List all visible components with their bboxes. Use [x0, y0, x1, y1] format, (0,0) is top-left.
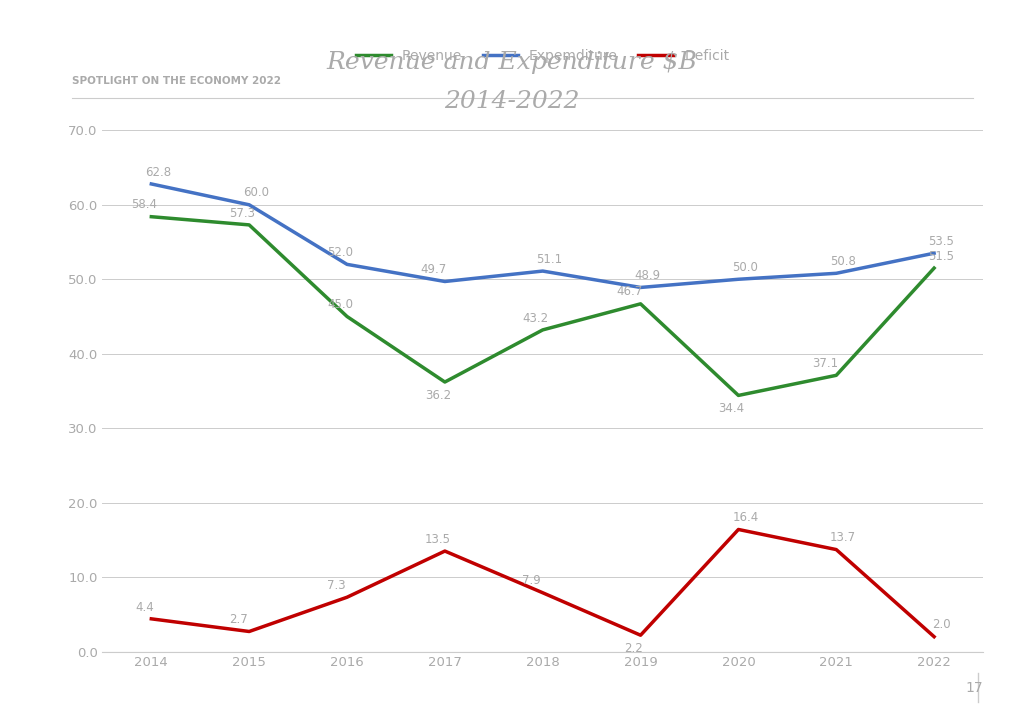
Text: 45.0: 45.0	[327, 298, 353, 311]
Text: 2.2: 2.2	[625, 642, 643, 655]
Deficit	[732, 525, 744, 534]
Text: 62.8: 62.8	[145, 166, 171, 179]
Text: 51.5: 51.5	[928, 250, 954, 263]
Line: Deficit: Deficit	[152, 529, 934, 636]
Text: 2.0: 2.0	[932, 618, 950, 631]
Revenue	[341, 312, 353, 321]
Deficit	[830, 545, 843, 554]
Text: 43.2: 43.2	[522, 311, 549, 324]
Expemditure	[341, 260, 353, 269]
Text: 2.7: 2.7	[228, 613, 248, 626]
Expemditure	[928, 249, 940, 258]
Line: Revenue: Revenue	[152, 216, 934, 395]
Text: 13.5: 13.5	[425, 533, 451, 546]
Revenue	[635, 300, 647, 308]
Revenue	[243, 221, 255, 230]
Line: Expemditure: Expemditure	[152, 184, 934, 287]
Text: 37.1: 37.1	[812, 357, 839, 370]
Text: 53.5: 53.5	[928, 235, 954, 248]
Text: 7.3: 7.3	[327, 579, 345, 592]
Text: 49.7: 49.7	[421, 263, 446, 276]
Deficit	[537, 589, 549, 597]
Revenue	[732, 391, 744, 400]
Text: 48.9: 48.9	[635, 269, 660, 282]
Legend: Revenue, Expemditure, Deficit: Revenue, Expemditure, Deficit	[350, 43, 735, 69]
Deficit	[243, 627, 255, 636]
Text: 51.1: 51.1	[537, 253, 563, 266]
Text: 2014-2022: 2014-2022	[444, 90, 580, 114]
Deficit	[928, 632, 940, 641]
Expemditure	[438, 277, 451, 286]
Deficit	[635, 631, 647, 639]
Deficit	[341, 593, 353, 602]
Revenue	[537, 326, 549, 334]
Text: 13.7: 13.7	[830, 531, 856, 544]
Deficit	[438, 547, 451, 555]
Text: 7.9: 7.9	[522, 574, 541, 587]
Text: 34.4: 34.4	[719, 402, 744, 415]
Expemditure	[732, 275, 744, 284]
Revenue	[145, 212, 158, 221]
Text: 52.0: 52.0	[327, 246, 353, 259]
Text: 57.3: 57.3	[229, 206, 255, 219]
Text: 16.4: 16.4	[732, 511, 759, 524]
Expemditure	[635, 283, 647, 292]
Deficit	[145, 615, 158, 623]
Text: 58.4: 58.4	[131, 198, 158, 211]
Expemditure	[830, 269, 843, 277]
Expemditure	[243, 201, 255, 209]
Revenue	[928, 264, 940, 272]
Text: 17: 17	[966, 681, 983, 695]
Text: 60.0: 60.0	[243, 187, 269, 199]
Text: 36.2: 36.2	[425, 389, 451, 402]
Text: 4.4: 4.4	[135, 600, 154, 613]
Expemditure	[537, 266, 549, 275]
Expemditure	[145, 180, 158, 188]
Revenue	[438, 378, 451, 387]
Text: 50.8: 50.8	[830, 255, 856, 268]
Text: 46.7: 46.7	[616, 285, 643, 298]
Text: Revenue and Expenditure $B: Revenue and Expenditure $B	[327, 51, 697, 74]
Text: SPOTLIGHT ON THE ECONOMY 2022: SPOTLIGHT ON THE ECONOMY 2022	[72, 76, 281, 86]
Text: 50.0: 50.0	[732, 261, 759, 274]
Revenue	[830, 371, 843, 379]
